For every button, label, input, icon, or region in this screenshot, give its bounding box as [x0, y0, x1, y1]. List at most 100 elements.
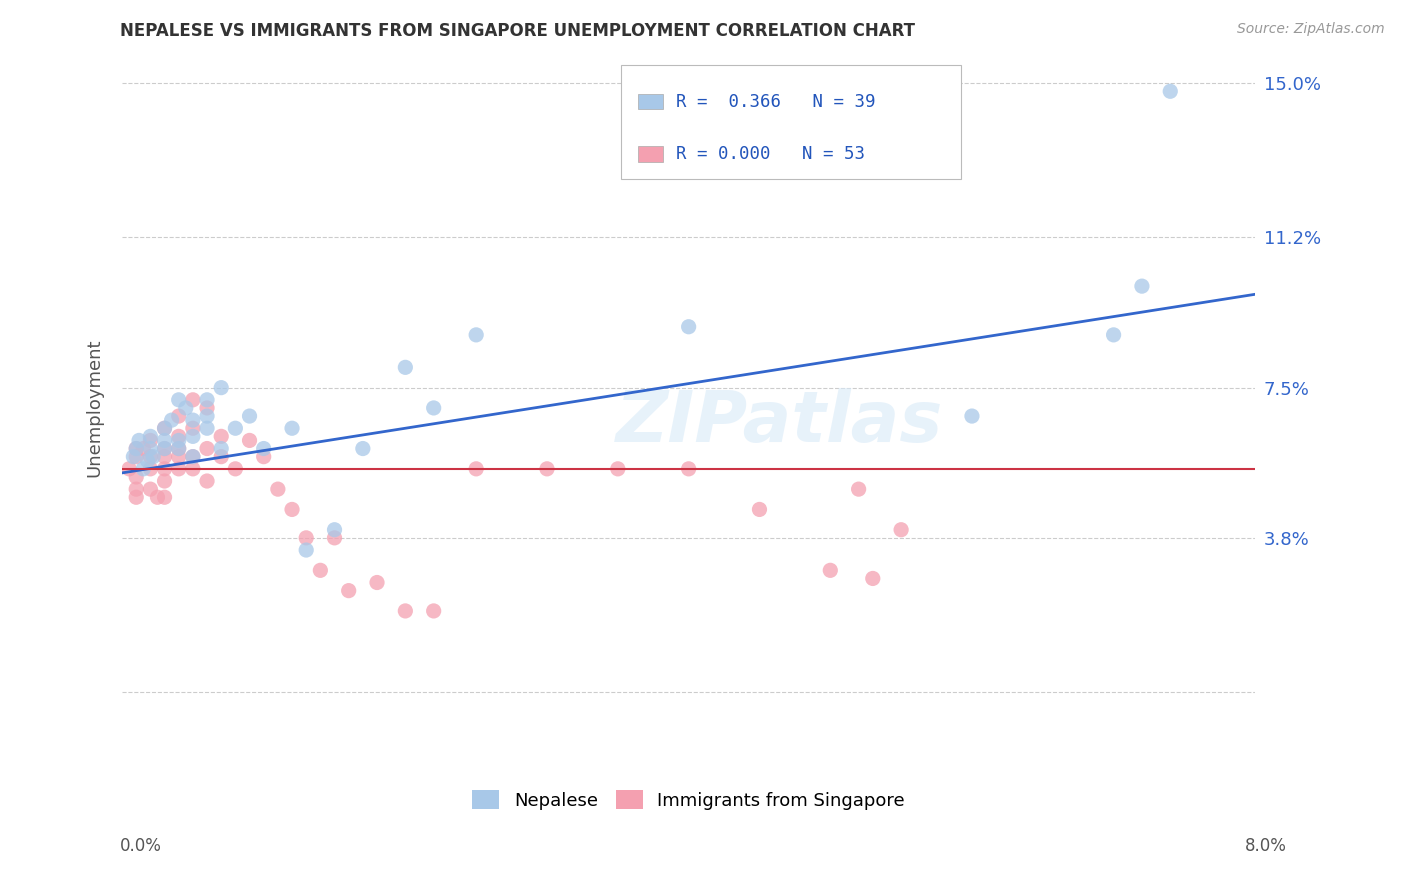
- Point: [139, 450, 162, 464]
- Point: [139, 482, 162, 496]
- Point: [153, 442, 176, 456]
- Point: [128, 434, 150, 448]
- Point: [195, 421, 218, 435]
- Point: [139, 429, 162, 443]
- Point: [122, 450, 145, 464]
- Point: [422, 401, 444, 415]
- Point: [195, 401, 218, 415]
- Point: [1102, 327, 1125, 342]
- Point: [678, 462, 700, 476]
- Point: [536, 462, 558, 476]
- Point: [167, 434, 190, 448]
- Point: [153, 462, 176, 476]
- Point: [153, 450, 176, 464]
- FancyBboxPatch shape: [638, 146, 662, 162]
- Legend: Nepalese, Immigrants from Singapore: Nepalese, Immigrants from Singapore: [465, 783, 912, 817]
- Point: [323, 523, 346, 537]
- Point: [139, 442, 162, 456]
- Text: 0.0%: 0.0%: [120, 837, 162, 855]
- Text: ZIPatlas: ZIPatlas: [616, 388, 943, 457]
- Point: [323, 531, 346, 545]
- Point: [146, 490, 169, 504]
- Y-axis label: Unemployment: Unemployment: [86, 339, 103, 477]
- Point: [125, 442, 148, 456]
- Point: [139, 434, 162, 448]
- Point: [153, 490, 176, 504]
- Point: [295, 531, 318, 545]
- Point: [366, 575, 388, 590]
- Text: 8.0%: 8.0%: [1244, 837, 1286, 855]
- Point: [167, 450, 190, 464]
- Point: [209, 381, 232, 395]
- FancyBboxPatch shape: [620, 65, 960, 179]
- Point: [153, 421, 176, 435]
- Point: [125, 470, 148, 484]
- Point: [167, 429, 190, 443]
- Point: [295, 543, 318, 558]
- Point: [820, 563, 842, 577]
- Point: [181, 462, 204, 476]
- Point: [1159, 84, 1181, 98]
- Point: [253, 450, 276, 464]
- Point: [352, 442, 374, 456]
- Point: [195, 442, 218, 456]
- Point: [160, 413, 183, 427]
- Point: [153, 442, 176, 456]
- Point: [678, 319, 700, 334]
- Point: [136, 454, 159, 468]
- Point: [167, 462, 190, 476]
- Point: [125, 442, 148, 456]
- Point: [209, 442, 232, 456]
- Point: [181, 413, 204, 427]
- Point: [394, 360, 416, 375]
- Point: [195, 392, 218, 407]
- Point: [848, 482, 870, 496]
- Point: [1130, 279, 1153, 293]
- Point: [181, 421, 204, 435]
- Point: [118, 462, 141, 476]
- Point: [153, 434, 176, 448]
- Point: [132, 462, 155, 476]
- Point: [238, 434, 260, 448]
- Point: [167, 409, 190, 423]
- Point: [281, 502, 304, 516]
- Point: [309, 563, 332, 577]
- Point: [209, 450, 232, 464]
- Text: Source: ZipAtlas.com: Source: ZipAtlas.com: [1237, 22, 1385, 37]
- Point: [238, 409, 260, 423]
- Point: [862, 571, 884, 585]
- Text: NEPALESE VS IMMIGRANTS FROM SINGAPORE UNEMPLOYMENT CORRELATION CHART: NEPALESE VS IMMIGRANTS FROM SINGAPORE UN…: [120, 22, 914, 40]
- Point: [465, 327, 488, 342]
- Point: [181, 450, 204, 464]
- Point: [174, 401, 197, 415]
- Point: [181, 450, 204, 464]
- Point: [890, 523, 912, 537]
- Point: [125, 450, 148, 464]
- Point: [195, 474, 218, 488]
- Point: [153, 421, 176, 435]
- Point: [281, 421, 304, 435]
- Point: [337, 583, 360, 598]
- Point: [960, 409, 983, 423]
- FancyBboxPatch shape: [638, 94, 662, 110]
- Point: [748, 502, 770, 516]
- Point: [125, 482, 148, 496]
- Text: R =  0.366   N = 39: R = 0.366 N = 39: [676, 93, 876, 111]
- Point: [394, 604, 416, 618]
- Point: [224, 462, 246, 476]
- Point: [422, 604, 444, 618]
- Point: [181, 429, 204, 443]
- Point: [132, 442, 155, 456]
- Point: [181, 392, 204, 407]
- Point: [153, 474, 176, 488]
- Point: [606, 462, 628, 476]
- Point: [195, 409, 218, 423]
- Point: [465, 462, 488, 476]
- Point: [142, 450, 165, 464]
- Point: [209, 429, 232, 443]
- Point: [253, 442, 276, 456]
- Text: R = 0.000   N = 53: R = 0.000 N = 53: [676, 145, 865, 163]
- Point: [167, 442, 190, 456]
- Point: [224, 421, 246, 435]
- Point: [267, 482, 290, 496]
